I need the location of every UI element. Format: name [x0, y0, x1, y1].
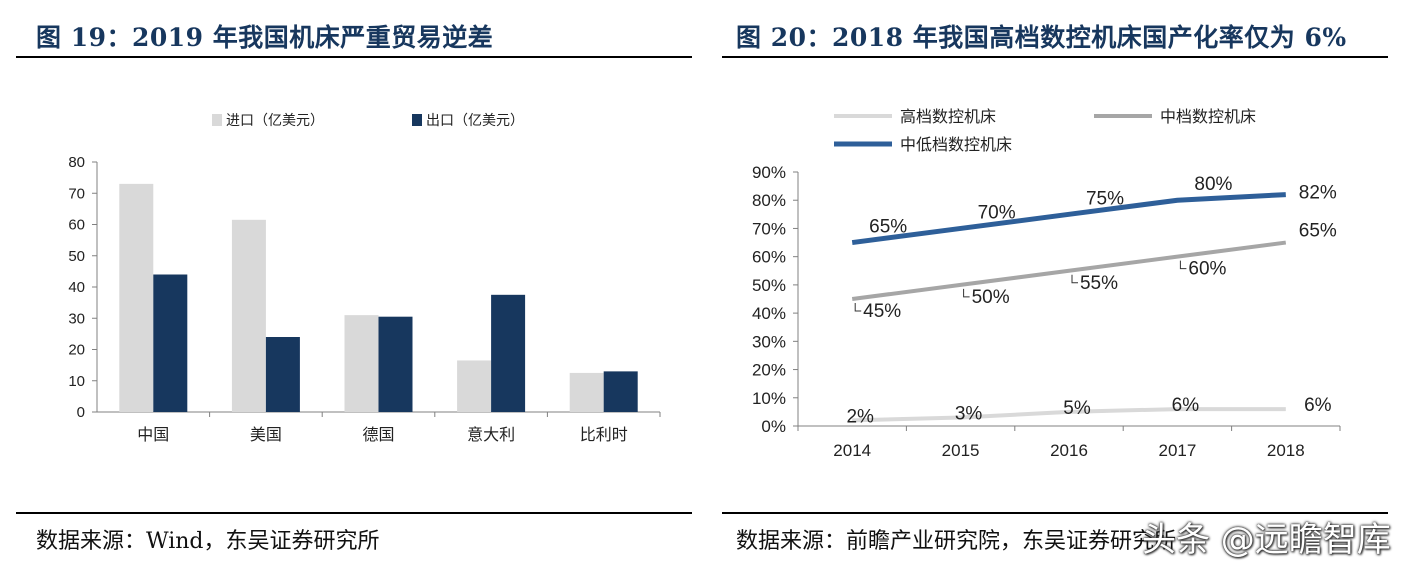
right-source: 数据来源：前瞻产业研究院，东吴证券研究所 [736, 529, 1177, 554]
y-tick-label: 60% [752, 248, 786, 267]
left-figure: 图 19：2019 年我国机床严重贸易逆差 0 10 20 30 40 50 60 70 80 中… [0, 0, 700, 569]
bar-import [231, 219, 266, 412]
y-tick-label: 30% [752, 332, 786, 351]
data-label-high: 6% [1304, 395, 1332, 416]
legend-export-swatch [412, 114, 422, 126]
right-source-rule [722, 512, 1388, 514]
data-label-lowmid: 70% [978, 202, 1016, 223]
legend-export-label: 出口（亿美元） [426, 112, 524, 128]
left-title-rule [16, 56, 692, 58]
x-category-label: 德国 [362, 426, 394, 444]
right-figure-title: 图 20：2018 年我国高档数控机床国产化率仅为 6% [736, 23, 1347, 52]
y-tick-label: 30 [68, 310, 85, 327]
data-label-leader [963, 288, 970, 298]
y-tick-label: 60 [68, 217, 85, 234]
series-line-lowmid [851, 192, 1286, 246]
data-label-lowmid: 75% [1086, 188, 1124, 209]
data-label-mid: 65% [1299, 221, 1337, 242]
data-label-high: 6% [1172, 395, 1200, 416]
right-title-rule [722, 56, 1388, 58]
x-tick-label: 2016 [1050, 441, 1088, 460]
data-label-lowmid: 65% [869, 217, 907, 238]
y-tick-label: 50% [752, 276, 786, 295]
x-category-label: 中国 [137, 426, 169, 444]
y-tick-label: 20 [68, 342, 85, 359]
bar-import [344, 315, 379, 412]
left-source: 数据来源：Wind，东吴证券研究所 [36, 529, 380, 554]
x-category-label: 意大利 [467, 425, 515, 444]
y-tick-label: 0 [77, 404, 85, 421]
data-label-leader [854, 303, 862, 312]
y-tick-label: 80% [752, 191, 786, 210]
legend-label-high: 高档数控机床 [900, 108, 996, 126]
bar-export [378, 316, 413, 412]
left-figure-title: 图 19：2019 年我国机床严重贸易逆差 [36, 23, 494, 52]
data-label-mid: 60% [1188, 259, 1226, 280]
bar-export [265, 337, 300, 412]
data-label-leader [1179, 260, 1187, 270]
y-tick-label: 90% [752, 163, 786, 182]
series-line-mid [851, 240, 1287, 301]
data-label-leader [1071, 274, 1078, 284]
data-label-mid: 55% [1080, 273, 1118, 294]
data-label-mid: 50% [972, 287, 1010, 308]
bar-export [153, 274, 188, 412]
data-label-high: 3% [955, 404, 983, 425]
x-tick-label: 2015 [942, 441, 980, 460]
data-label-mid: 45% [863, 301, 901, 322]
line-chart: 0% 10% 20% 30% 40% 50% 60% 70% 80% 90% 2014 2015 201… [752, 108, 1341, 460]
y-tick-label: 70% [752, 219, 786, 238]
bar-import [569, 372, 604, 412]
bar-import [457, 360, 492, 412]
y-tick-label: 10% [752, 389, 786, 408]
x-tick-label: 2017 [1158, 441, 1196, 460]
bar-export [491, 294, 526, 412]
bar-chart: 0 10 20 30 40 50 60 70 80 中国 美国 德国 意大利 比利时 进口（亿美元） 出口（亿… [68, 112, 661, 444]
x-tick-label: 2014 [833, 441, 871, 460]
y-tick-label: 10 [68, 373, 85, 390]
bar-import [119, 183, 154, 412]
watermark: 头条 @远瞻智库 [1142, 520, 1391, 560]
y-tick-label: 40% [752, 304, 786, 323]
left-source-rule [16, 512, 692, 514]
data-label-lowmid: 80% [1194, 174, 1232, 195]
y-tick-label: 50 [68, 248, 85, 265]
legend-import-label: 进口（亿美元） [226, 112, 324, 128]
y-tick-label: 70 [68, 185, 85, 202]
right-figure: 图 20：2018 年我国高档数控机床国产化率仅为 6% 0% 10% 20% 30%… [722, 0, 1428, 569]
y-tick-label: 20% [752, 361, 786, 380]
x-category-label: 比利时 [580, 426, 628, 444]
y-tick-label: 0% [761, 417, 786, 436]
bar-export [603, 371, 638, 412]
data-label-high: 2% [846, 406, 874, 427]
x-tick-label: 2018 [1267, 441, 1305, 460]
y-tick-label: 40 [68, 279, 85, 296]
data-label-lowmid: 82% [1299, 183, 1337, 204]
x-category-label: 美国 [250, 426, 282, 444]
legend-import-swatch [212, 114, 222, 126]
legend-label-mid: 中档数控机床 [1160, 108, 1256, 126]
data-label-high: 5% [1063, 398, 1091, 419]
y-tick-label: 80 [68, 154, 85, 171]
series-line-high [852, 407, 1286, 423]
legend-label-lowmid: 中低档数控机床 [900, 136, 1012, 154]
